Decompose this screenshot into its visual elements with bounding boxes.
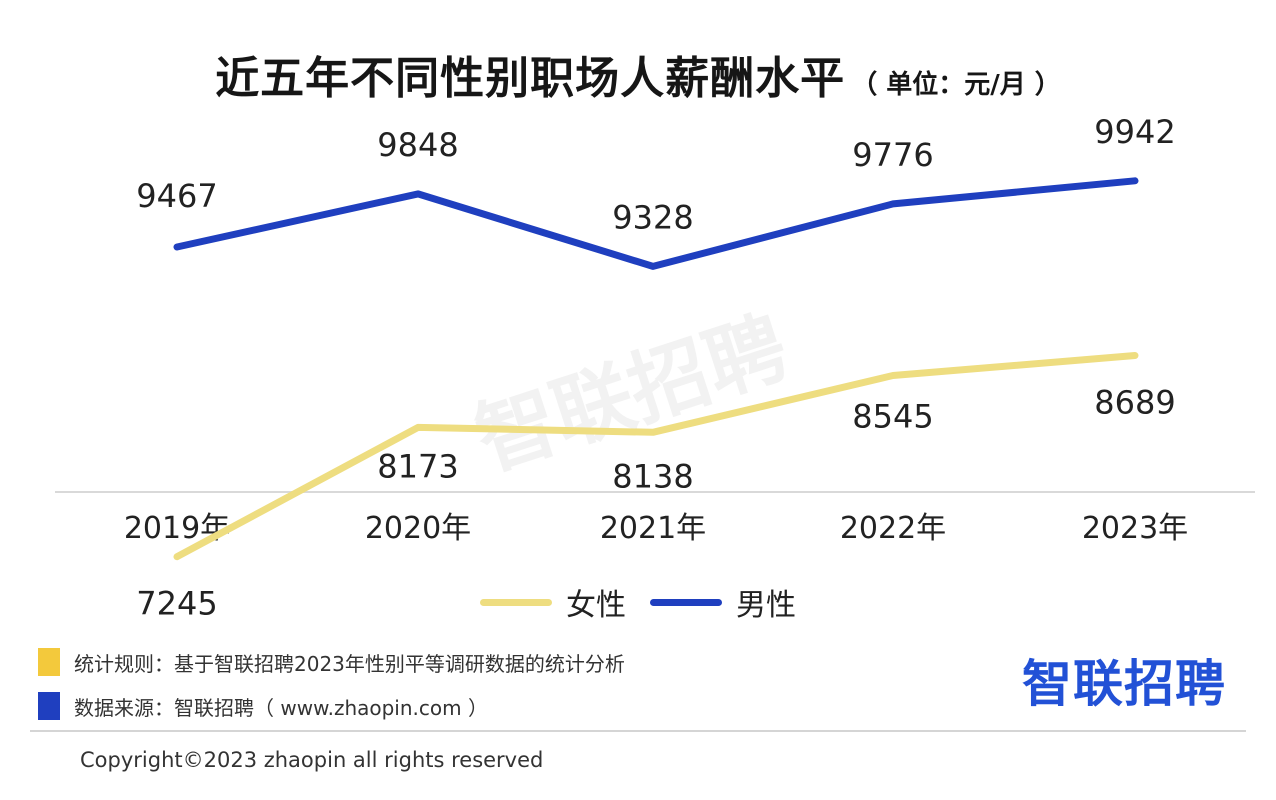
note-stat-rule-text: 统计规则：基于智联招聘2023年性别平等调研数据的统计分析 [74,651,625,676]
data-label: 9942 [1094,113,1175,151]
chart-title: 近五年不同性别职场人薪酬水平（ 单位：元/月 ） [0,42,1276,106]
legend-item-female: 女性 [480,580,626,624]
data-label: 8545 [852,398,933,436]
zhaopin-logo: 智联招聘 [1022,655,1226,713]
legend-swatch-female [480,598,552,606]
source-notes: 统计规则：基于智联招聘2023年性别平等调研数据的统计分析 数据来源：智联招聘（… [38,642,625,730]
series-line-male [173,177,1139,270]
data-label: 9776 [852,136,933,174]
x-tick-label: 2021年 [600,511,706,546]
data-label: 7245 [136,585,217,623]
note-swatch-blue [38,692,60,720]
footer-divider [30,730,1246,732]
copyright-text: Copyright©2023 zhaopin all rights reserv… [80,748,544,772]
x-tick-label: 2020年 [365,511,471,546]
note-stat-rule: 统计规则：基于智联招聘2023年性别平等调研数据的统计分析 [38,642,625,682]
data-label: 9328 [612,198,693,236]
note-swatch-yellow [38,648,60,676]
series-line-female [173,352,1139,561]
legend-label-male: 男性 [736,588,796,623]
data-label: 8138 [612,457,693,495]
note-data-source-text: 数据来源：智联招聘（ www.zhaopin.com ） [74,695,488,720]
legend-label-female: 女性 [566,588,626,623]
chart-title-text: 近五年不同性别职场人薪酬水平 [215,53,846,104]
note-data-source: 数据来源：智联招聘（ www.zhaopin.com ） [38,686,625,726]
x-tick-label: 2022年 [840,511,946,546]
chart-legend: 女性 男性 [0,580,1276,624]
data-label: 8173 [377,447,458,485]
x-tick-label: 2023年 [1082,511,1188,546]
data-label: 9467 [136,177,217,215]
x-tick-label: 2019年 [124,511,230,546]
legend-swatch-male [650,598,722,606]
data-label: 9848 [377,126,458,164]
legend-item-male: 男性 [650,580,796,624]
chart-unit: （ 单位：元/月 ） [851,70,1061,100]
data-label: 8689 [1094,384,1175,422]
